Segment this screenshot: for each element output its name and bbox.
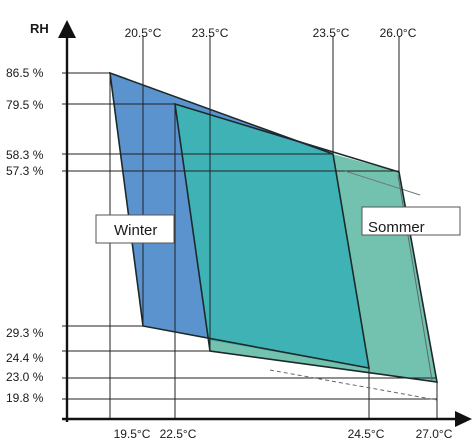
rh-tick: 24.4 % [6, 351, 44, 365]
temp-bottom-tick: 22.5°C [160, 427, 197, 441]
rh-tick: 19.8 % [6, 391, 44, 405]
temp-top-tick: 23.5°C [313, 26, 350, 40]
rh-tick: 58.3 % [6, 148, 44, 162]
temp-bottom-labels: 19.5°C 22.5°C 24.5°C 27.0°C [114, 427, 453, 441]
temp-bottom-tick: 27.0°C [416, 427, 453, 441]
x-axis-arrow [455, 411, 472, 427]
y-axis-label: RH [30, 21, 49, 36]
winter-label-box: Winter [95, 214, 175, 244]
rh-tick-labels: 86.5 % 79.5 % 58.3 % 57.3 % 29.3 % 24.4 … [6, 66, 44, 405]
winter-label: Winter [114, 222, 157, 239]
temp-top-tick: 20.5°C [125, 26, 162, 40]
rh-tick: 23.0 % [6, 370, 44, 384]
sommer-label-rect [361, 206, 461, 236]
temp-top-labels: 20.5°C 23.5°C 23.5°C 26.0°C [125, 26, 417, 40]
sommer-zone-outline [174, 102, 438, 383]
rh-tick: 79.5 % [6, 98, 44, 112]
winter-label-rect [95, 214, 175, 244]
rh-tick: 57.3 % [6, 164, 44, 178]
axes [58, 20, 472, 427]
temp-bottom-tick: 19.5°C [114, 427, 151, 441]
faint-line-sommer-inner [344, 170, 421, 196]
rh-guide-lines [62, 72, 437, 400]
sommer-label: Sommer [368, 219, 425, 236]
sommer-label-box: Sommer [361, 206, 461, 236]
temp-bottom-tick: 24.5°C [348, 427, 385, 441]
rh-tick: 29.3 % [6, 326, 44, 340]
overlap-zone-fill [175, 104, 369, 368]
y-axis-arrow [58, 20, 76, 38]
temp-top-tick: 23.5°C [192, 26, 229, 40]
temp-top-tick: 26.0°C [380, 26, 417, 40]
faint-line-dashed [269, 369, 438, 401]
rh-tick: 86.5 % [6, 66, 44, 80]
